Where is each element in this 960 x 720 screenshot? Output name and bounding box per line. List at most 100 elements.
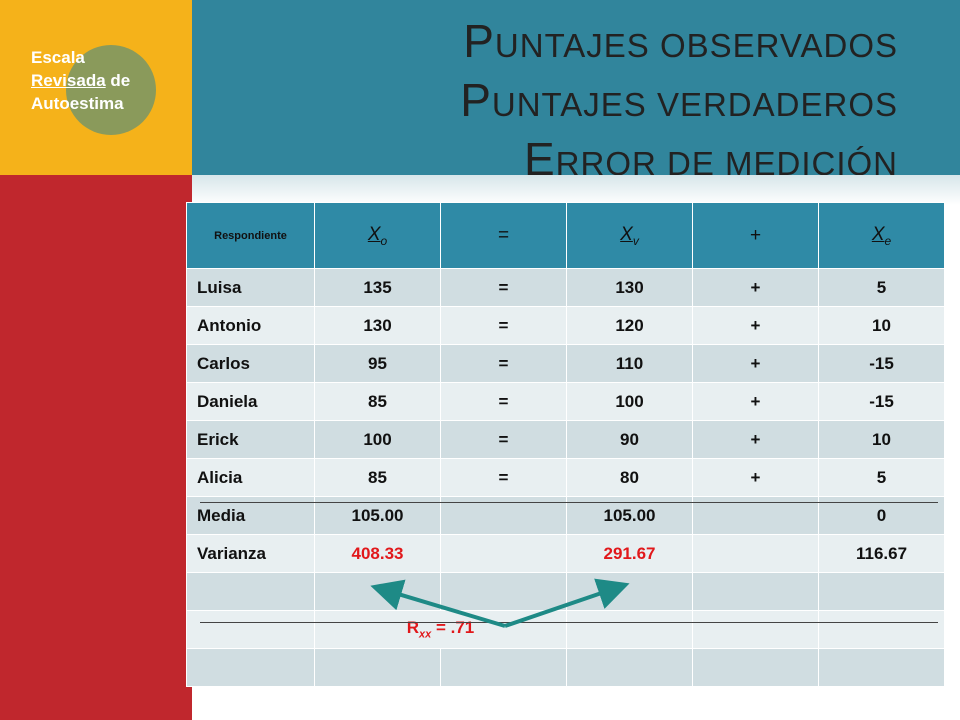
header-xv-sub: v xyxy=(632,233,639,248)
header-xe-symbol: X xyxy=(871,223,885,245)
header-shadow xyxy=(192,175,960,205)
scores-table: Respondiente Xo = Xv + Xe Luisa 135 = 13… xyxy=(186,202,945,687)
row-eq: = xyxy=(440,268,567,307)
table-row: Erick 100 = 90 + 10 xyxy=(186,420,945,459)
scale-label-link[interactable]: Revisada xyxy=(31,71,106,90)
table-row: Daniela 85 = 100 + -15 xyxy=(186,382,945,421)
empty-cell xyxy=(692,610,819,649)
table-header-row: Respondiente Xo = Xv + Xe xyxy=(186,202,945,269)
header-xe-sub: e xyxy=(884,233,892,248)
sidebar-bottom-panel xyxy=(0,175,192,720)
scale-label-line2-rest: de xyxy=(105,71,131,90)
row-eq: = xyxy=(440,458,567,497)
title-line-2: Puntajes verdaderos xyxy=(460,73,898,132)
table-row-empty xyxy=(186,648,945,687)
header-plus: + xyxy=(692,202,819,269)
row-xv: 130 xyxy=(566,268,693,307)
title-line-2-rest: untajes verdaderos xyxy=(491,86,898,123)
divider-line-top xyxy=(200,502,938,503)
table-row: Alicia 85 = 80 + 5 xyxy=(186,458,945,497)
row-xe: -15 xyxy=(818,382,945,421)
title-line-1: Puntajes observados xyxy=(460,14,898,73)
title-line-1-cap: P xyxy=(463,15,495,67)
empty-cell xyxy=(440,648,567,687)
empty-cell xyxy=(692,648,819,687)
header-equals: = xyxy=(440,202,567,269)
header-respondiente: Respondiente xyxy=(186,202,315,269)
row-xo: 135 xyxy=(314,268,441,307)
row-name: Daniela xyxy=(186,382,315,421)
row-xo: 85 xyxy=(314,458,441,497)
row-xv: 120 xyxy=(566,306,693,345)
empty-cell xyxy=(692,572,819,611)
varianza-xe: 116.67 xyxy=(818,534,945,573)
rxx-number: = .71 xyxy=(431,618,475,638)
table-row: Carlos 95 = 110 + -15 xyxy=(186,344,945,383)
row-name: Antonio xyxy=(186,306,315,345)
varianza-empty xyxy=(440,534,567,573)
decorative-circle xyxy=(66,45,156,135)
row-xe: 5 xyxy=(818,458,945,497)
empty-cell xyxy=(186,648,315,687)
row-plus: + xyxy=(692,458,819,497)
row-name: Erick xyxy=(186,420,315,459)
row-eq: = xyxy=(440,420,567,459)
row-xo: 95 xyxy=(314,344,441,383)
scale-label-line3: Autoestima xyxy=(31,94,124,113)
header-xe: Xe xyxy=(818,202,945,269)
row-xo: 130 xyxy=(314,306,441,345)
arrow-to-xo-variance xyxy=(370,579,506,628)
title-line-2-cap: P xyxy=(460,74,492,126)
row-xv: 100 xyxy=(566,382,693,421)
empty-cell xyxy=(818,648,945,687)
row-name: Luisa xyxy=(186,268,315,307)
row-plus: + xyxy=(692,344,819,383)
scale-label: Escala Revisada de Autoestima xyxy=(31,46,181,115)
row-plus: + xyxy=(692,420,819,459)
header-xv-symbol: X xyxy=(620,223,633,245)
row-name: Alicia xyxy=(186,458,315,497)
scale-label-line1: Escala xyxy=(31,48,85,67)
table-row-rxx: Rxx = .71 xyxy=(186,610,945,649)
rxx-value: Rxx = .71 xyxy=(314,610,567,649)
row-xv: 110 xyxy=(566,344,693,383)
row-xe: -15 xyxy=(818,344,945,383)
varianza-empty xyxy=(692,534,819,573)
row-xv: 80 xyxy=(566,458,693,497)
empty-cell xyxy=(818,572,945,611)
row-xo: 85 xyxy=(314,382,441,421)
title-line-1-rest: untajes observados xyxy=(494,27,898,64)
empty-cell xyxy=(186,610,315,649)
empty-cell xyxy=(314,648,441,687)
row-plus: + xyxy=(692,268,819,307)
empty-cell xyxy=(566,648,693,687)
header-xv: Xv xyxy=(566,202,693,269)
row-xe: 5 xyxy=(818,268,945,307)
row-xe: 10 xyxy=(818,420,945,459)
row-eq: = xyxy=(440,306,567,345)
rxx-sub: xx xyxy=(419,628,432,641)
header-xo: Xo xyxy=(314,202,441,269)
row-plus: + xyxy=(692,382,819,421)
title-header xyxy=(192,0,960,175)
table-row-varianza: Varianza 408.33 291.67 116.67 xyxy=(186,534,945,573)
scale-label-line2: Revisada de xyxy=(31,69,181,92)
empty-cell xyxy=(440,572,567,611)
row-plus: + xyxy=(692,306,819,345)
varianza-label: Varianza xyxy=(186,534,315,573)
rxx-r: R xyxy=(406,618,419,638)
row-xe: 10 xyxy=(818,306,945,345)
header-xo-symbol: X xyxy=(367,223,381,245)
row-eq: = xyxy=(440,382,567,421)
empty-cell xyxy=(818,610,945,649)
header-xo-sub: o xyxy=(380,233,388,248)
varianza-xv: 291.67 xyxy=(566,534,693,573)
table-row: Antonio 130 = 120 + 10 xyxy=(186,306,945,345)
row-xo: 100 xyxy=(314,420,441,459)
arrow-to-xv-variance xyxy=(504,578,630,628)
table-row: Luisa 135 = 130 + 5 xyxy=(186,268,945,307)
varianza-xo: 408.33 xyxy=(314,534,441,573)
row-name: Carlos xyxy=(186,344,315,383)
divider-line-bottom xyxy=(200,622,938,623)
